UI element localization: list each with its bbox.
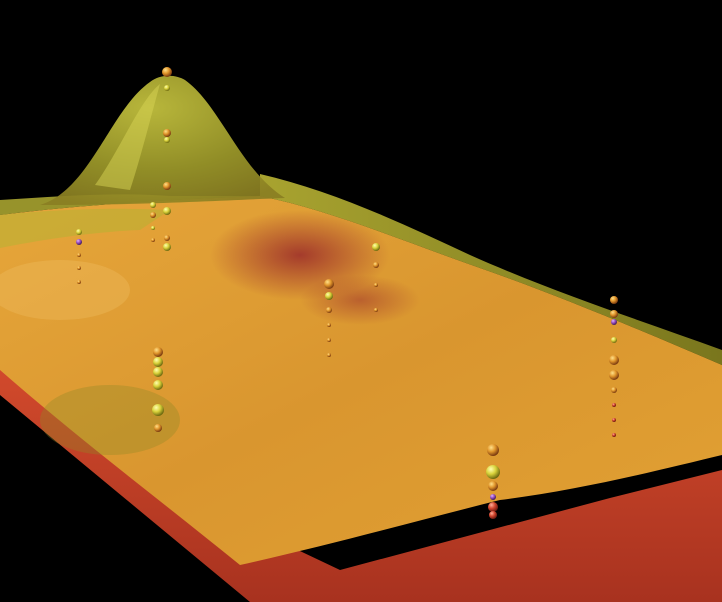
borehole-sphere [77,266,81,270]
borehole-sphere [327,323,331,327]
terrain-peak [40,75,285,206]
borehole-sphere [151,226,155,230]
borehole-sphere [488,481,498,491]
borehole-7 [609,296,619,437]
main-surface [0,196,722,565]
borehole-sphere [153,357,163,367]
surface-shadow-2 [0,260,130,320]
upper-surface-edge [260,174,722,365]
borehole-sphere [325,292,333,300]
borehole-sphere [489,511,497,519]
borehole-sphere [163,129,171,137]
borehole-markers [76,67,619,519]
red-shading-2 [300,275,420,325]
borehole-sphere [374,308,378,312]
borehole-5 [372,243,380,312]
borehole-sphere [612,433,616,437]
surface-shadow [40,385,180,455]
borehole-sphere [77,253,81,257]
borehole-2 [150,202,156,242]
borehole-6 [152,347,164,432]
borehole-sphere [609,355,619,365]
borehole-sphere [610,296,618,304]
peak-highlight [95,84,160,190]
borehole-sphere [150,202,156,208]
left-greenish-strip [0,208,170,248]
borehole-sphere [153,347,163,357]
borehole-sphere [374,283,378,287]
borehole-sphere [151,238,155,242]
borehole-sphere [163,207,171,215]
borehole-sphere [164,235,170,241]
borehole-sphere [163,182,171,190]
borehole-sphere [76,239,82,245]
borehole-sphere [611,319,617,325]
borehole-sphere [609,370,619,380]
borehole-sphere [610,310,618,318]
borehole-sphere [153,380,163,390]
borehole-sphere [612,403,616,407]
borehole-8 [486,444,500,519]
borehole-sphere [611,337,617,343]
borehole-sphere [77,280,81,284]
borehole-sphere [486,465,500,479]
borehole-sphere [154,424,162,432]
borehole-sphere [326,307,332,313]
bottom-slab-side [0,365,722,602]
borehole-sphere [611,387,617,393]
borehole-sphere [488,502,498,512]
borehole-sphere [327,353,331,357]
borehole-3 [76,229,82,284]
borehole-1 [162,67,172,251]
borehole-sphere [373,262,379,268]
borehole-sphere [164,137,170,143]
borehole-sphere [612,418,616,422]
borehole-sphere [164,85,170,91]
borehole-sphere [490,494,496,500]
borehole-sphere [163,243,171,251]
borehole-sphere [372,243,380,251]
borehole-sphere [153,367,163,377]
borehole-sphere [327,338,331,342]
borehole-sphere [162,67,172,77]
borehole-sphere [324,279,334,289]
borehole-sphere [150,212,156,218]
borehole-sphere [76,229,82,235]
borehole-4 [324,279,334,357]
borehole-sphere [487,444,499,456]
borehole-sphere [152,404,164,416]
